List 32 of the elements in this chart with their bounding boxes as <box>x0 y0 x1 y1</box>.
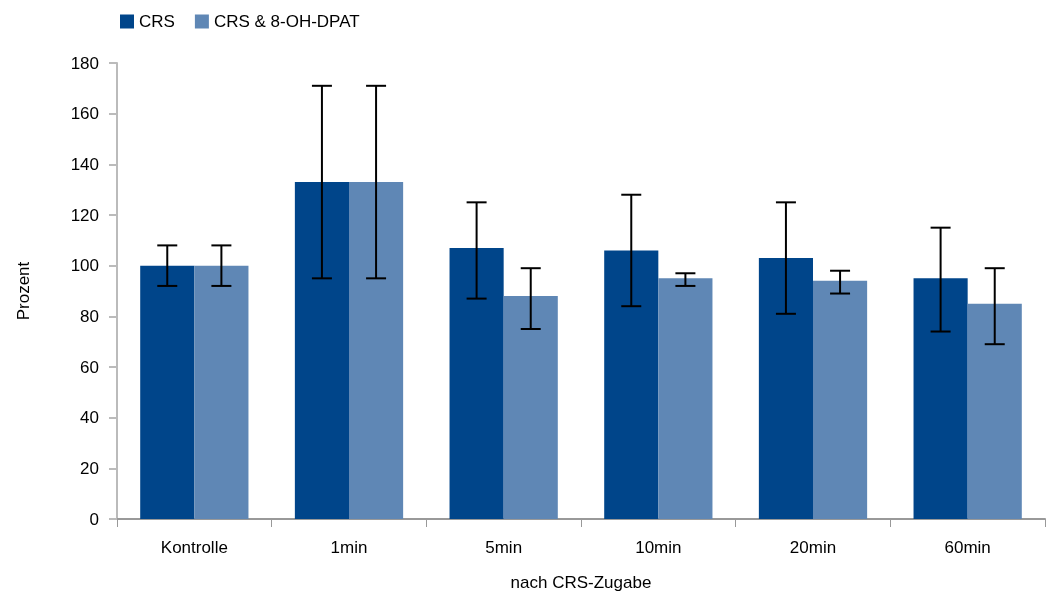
y-tick-label: 40 <box>80 408 99 428</box>
bar <box>658 278 713 519</box>
bar <box>294 182 349 519</box>
x-axis-title: nach CRS-Zugabe <box>510 573 652 592</box>
y-tick-label: 180 <box>70 53 99 73</box>
y-axis-title: Prozent <box>14 261 33 321</box>
bar <box>813 280 868 519</box>
y-tick-label: 140 <box>70 154 99 174</box>
y-tick-label: 0 <box>89 509 99 529</box>
bar <box>349 182 404 519</box>
x-tick-label: 1min <box>330 538 368 557</box>
bar <box>967 303 1022 519</box>
x-tick-label: 10min <box>635 538 682 557</box>
bar <box>758 258 813 519</box>
y-tick-label: 80 <box>80 306 99 326</box>
bar <box>913 278 968 519</box>
x-tick-label: 5min <box>485 538 523 557</box>
y-tick-label: 160 <box>70 104 99 124</box>
bar <box>503 296 558 519</box>
x-tick-label: 60min <box>944 538 991 557</box>
y-tick-label: 100 <box>70 256 99 276</box>
y-tick-label: 120 <box>70 205 99 225</box>
x-tick-label: Kontrolle <box>160 538 228 557</box>
bar <box>194 265 249 519</box>
y-tick-label: 20 <box>80 458 99 478</box>
x-tick-label: 20min <box>789 538 837 557</box>
bar <box>449 247 504 519</box>
bar <box>604 250 659 519</box>
bar <box>140 265 195 519</box>
y-tick-label: 60 <box>80 357 99 377</box>
legend-label: CRS <box>139 12 175 31</box>
legend-label: CRS & 8-OH-DPAT <box>213 12 360 31</box>
